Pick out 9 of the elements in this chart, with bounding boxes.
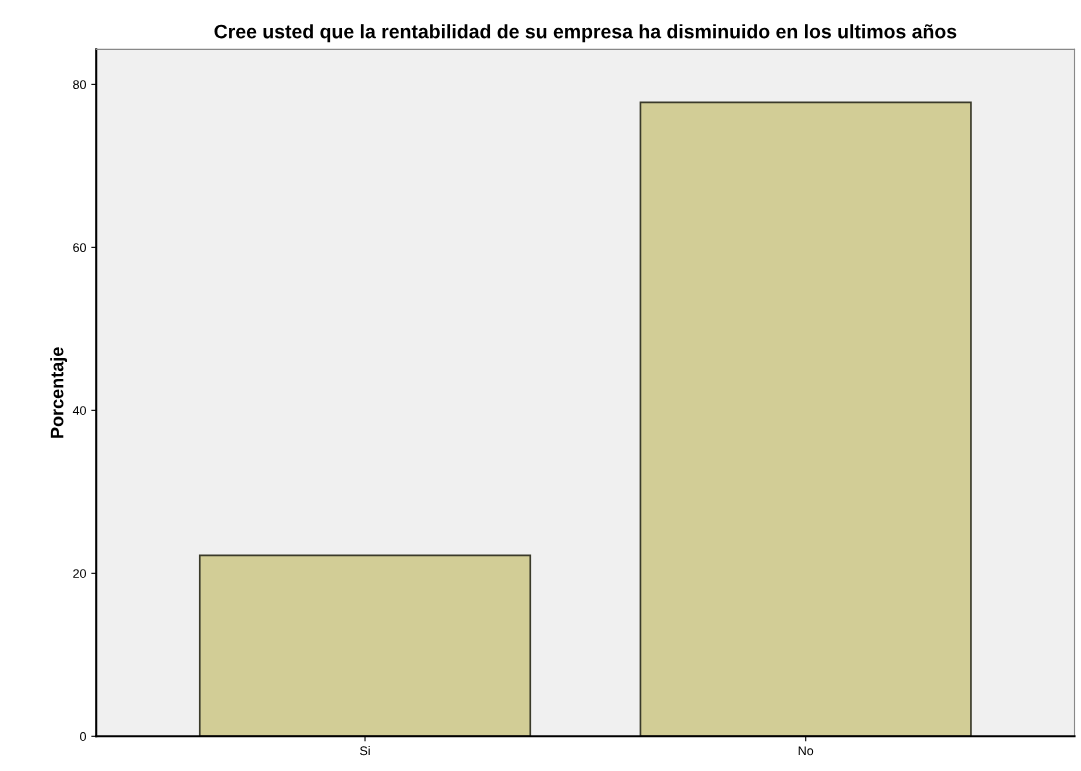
x-tick-label: Si xyxy=(360,746,370,756)
x-tick-label: No xyxy=(798,746,814,756)
y-axis-title: Porcentaje xyxy=(50,347,68,438)
chart-title: Cree usted que la rentabilidad de su empresa ha disminuido en los ultimos años xyxy=(214,24,957,43)
y-tick-label: 80 xyxy=(73,80,86,90)
y-tick-label: 0 xyxy=(80,732,86,741)
y-tick-label: 40 xyxy=(72,406,86,415)
y-tick-label: 60 xyxy=(73,243,86,253)
y-tick-label: 20 xyxy=(73,569,86,578)
